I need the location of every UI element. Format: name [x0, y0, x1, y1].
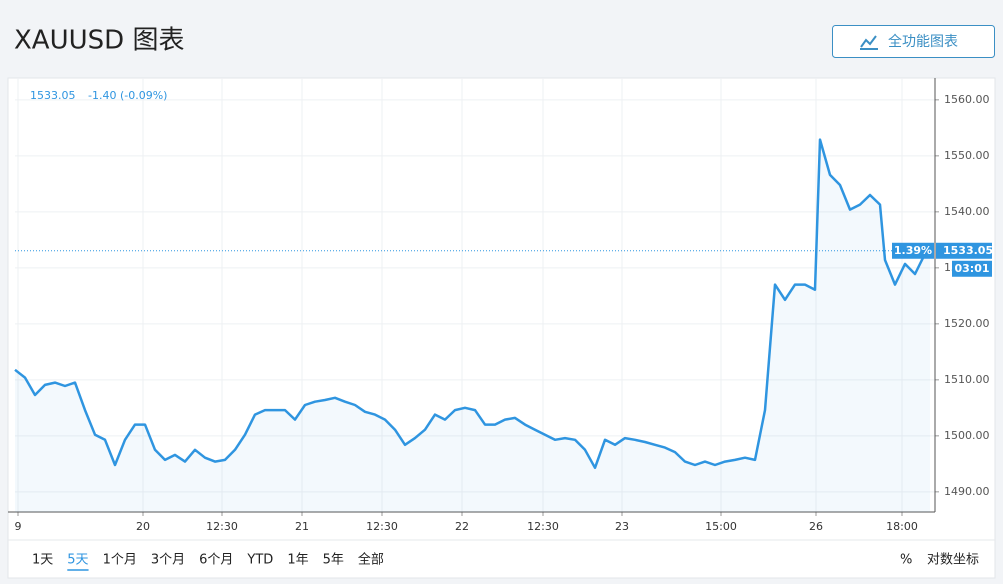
- x-tick-label: 12:30: [527, 520, 559, 533]
- x-tick-label: 9: [15, 520, 22, 533]
- y-tick-label: 1550.00: [944, 149, 990, 162]
- title: XAUUSD 图表: [14, 26, 184, 56]
- range-button[interactable]: 1天: [32, 553, 53, 568]
- range-button[interactable]: 6个月: [199, 553, 233, 568]
- percent-toggle[interactable]: %: [900, 553, 912, 568]
- price-label: 1533.05: [943, 244, 993, 257]
- x-tick-label: 23: [615, 520, 629, 533]
- chart-card: [7, 77, 996, 579]
- y-tick-label: 1560.00: [944, 93, 990, 106]
- y-tick-label: 1510.00: [944, 373, 990, 386]
- range-button[interactable]: 5天: [67, 553, 88, 568]
- range-button[interactable]: 全部: [358, 552, 384, 568]
- price-line: [14, 138, 931, 470]
- y-tick-label: 1500.00: [944, 429, 990, 442]
- range-bar: 1天 5天 1个月 3个月 6个月 YTD 1年 5年 全部: [32, 552, 384, 571]
- change-badge: [892, 242, 934, 259]
- full-chart-label[interactable]: 全功能图表: [888, 33, 958, 50]
- quote-change: -1.40 (-0.09%): [88, 89, 167, 102]
- range-button[interactable]: 3个月: [151, 553, 185, 568]
- y-tick-label: 1520.00: [944, 317, 990, 330]
- x-tick-label: 12:30: [366, 520, 398, 533]
- x-tick-label: 26: [809, 520, 823, 533]
- range-button[interactable]: 5年: [323, 553, 344, 568]
- plot: 1490.001500.001510.001520.001530.001540.…: [8, 78, 993, 533]
- y-tick-label: 1490.00: [944, 485, 990, 498]
- range-button[interactable]: 1个月: [103, 553, 137, 568]
- price-badge: [936, 242, 992, 259]
- y-tick-label: 1540.00: [944, 205, 990, 218]
- x-tick-label: 22: [455, 520, 469, 533]
- time-label: 03:01: [954, 262, 989, 275]
- area: [15, 139, 930, 512]
- quote-price: 1533.05: [30, 89, 76, 102]
- x-tick-label: 12:30: [206, 520, 238, 533]
- x-tick-label: 18:00: [886, 520, 918, 533]
- x-tick-label: 15:00: [705, 520, 737, 533]
- change-label: 1.39%: [894, 244, 932, 257]
- log-toggle[interactable]: 对数坐标: [927, 553, 979, 568]
- time-badge: [952, 260, 992, 277]
- x-tick-label: 21: [295, 520, 309, 533]
- range-button[interactable]: 1年: [287, 553, 308, 568]
- x-tick-label: 20: [136, 520, 150, 533]
- range-button[interactable]: YTD: [246, 553, 273, 568]
- chart-icon: [860, 35, 878, 50]
